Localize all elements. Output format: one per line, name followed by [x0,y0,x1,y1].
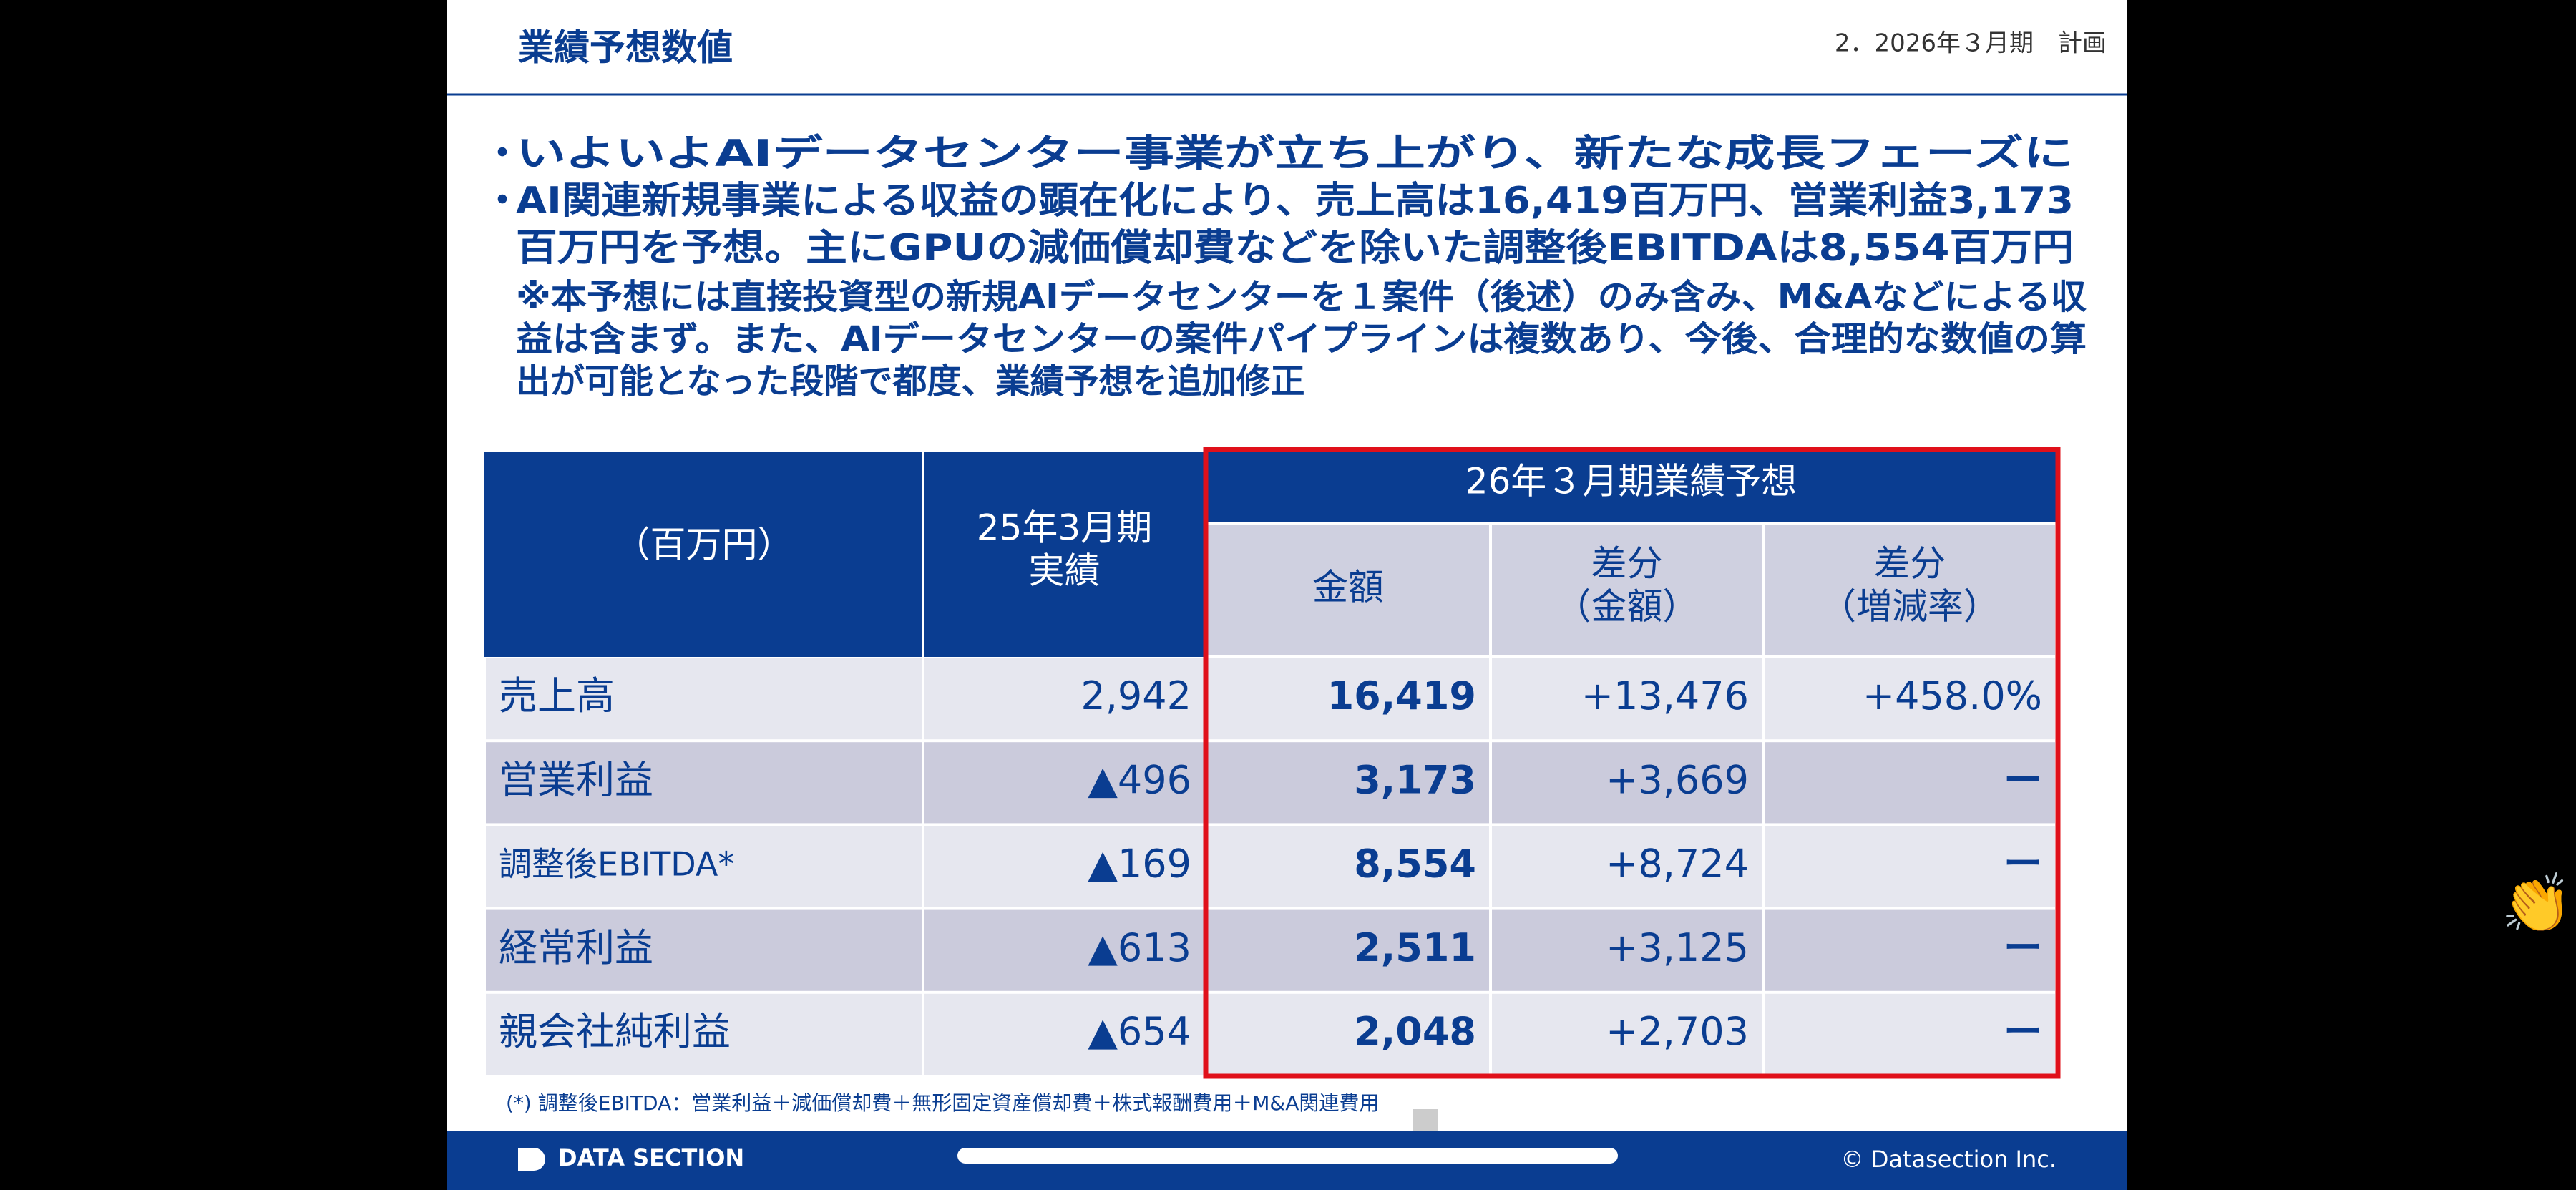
reaction: 😮 [2303,925,2362,991]
highlight-box [1203,447,2061,1079]
table-cell-text: 調整後EBITDA* [499,845,734,884]
table-cell [486,993,922,1075]
table-cell-text: 3,173 [1354,757,1476,802]
table-header: （百万円） [615,524,794,565]
table-cell-text: ▲496 [1088,757,1191,802]
table-cell-text: +3,125 [1606,925,1749,970]
table-header: 実績 [1029,550,1101,592]
bullet-dot: ・ [484,180,521,223]
table-cell [1765,658,2055,740]
table-cell [1492,909,1762,991]
cursor-box [1413,1109,1438,1131]
subheader-cell [1765,525,2055,655]
subheader-text: （増減率） [1820,586,1999,628]
table-cell-text: ー [2004,842,2042,887]
table-cell-text: 2,048 [1354,1009,1476,1054]
table-cell [924,826,1204,907]
table-cell [486,826,922,907]
slide-title: 業績予想数値 [518,27,733,69]
table-cell-text: ▲613 [1088,925,1191,970]
table-cell [486,658,922,740]
table-cell-text: ▲654 [1088,1009,1191,1054]
table-cell-text: +8,724 [1606,842,1749,887]
table-cell-text: ▲169 [1088,842,1191,887]
table-cell [1765,826,2055,907]
footer-copyright: © Datasection Inc. [1841,1146,2057,1173]
table-cell-text: ー [2004,1009,2042,1054]
scrollbar [957,1148,1618,1164]
table-header: 26年３月期業績予想 [1465,461,1797,502]
table-cell [924,658,1204,740]
bullet-text: 百万円を予想。主にGPUの減価償却費などを除いた調整後EBITDAは8,554百… [516,227,2074,270]
table-header: 25年3月期 [977,507,1152,549]
note-text: 出が可能となった段階で都度、業績予想を追加修正 [516,361,1305,401]
subheader-cell [1492,525,1762,655]
table-cell [1207,909,1489,991]
table-cell [1492,993,1762,1075]
subheader-text: 差分 [1591,543,1663,585]
table-cell-text: +2,703 [1606,1009,1749,1054]
table-cell [486,742,922,824]
header-cell [1206,452,2057,522]
table-cell [924,909,1204,991]
table-cell [1207,742,1489,824]
bullet-text: AI関連新規事業による収益の顕在化により、売上高は16,419百万円、営業利益3… [516,180,2074,223]
note-text: 益は含まず。また、AIデータセンターの案件パイプラインは複数あり、今後、合理的な… [516,319,2087,359]
table-cell-text: 8,554 [1354,842,1476,887]
table-cell [1765,909,2055,991]
table-cell [924,993,1204,1075]
table-cell [924,742,1204,824]
reaction: 👏 [2501,870,2572,937]
table-cell-text: ー [2004,925,2042,970]
table-cell-text: 16,419 [1327,673,1476,718]
section-label: 2．2026年３月期 計画 [1835,29,2107,58]
table-cell [1492,658,1762,740]
table-cell [1492,826,1762,907]
table-cell [1492,742,1762,824]
note-text: ※本予想には直接投資型の新規AIデータセンターを１案件（後述）のみ含み、M&Aな… [516,277,2087,317]
logo-icon [518,1148,545,1171]
table-cell [1765,993,2055,1075]
table-cell [1207,658,1489,740]
header-cell [484,452,1206,657]
table-cell-text: 親会社純利益 [499,1009,731,1054]
bullet-text: いよいよAIデータセンター事業が立ち上がり、新たな成長フェーズに [516,132,2074,175]
table-cell [1765,742,2055,824]
table-cell [486,909,922,991]
table-cell-text: 2,942 [1080,673,1191,718]
subheader-text: 金額 [1312,567,1384,608]
table-cell-text: +13,476 [1581,673,1749,718]
table-cell-text: 2,511 [1354,925,1476,970]
table-cell-text: ー [2004,757,2042,802]
subheader-cell [1207,525,1489,655]
table-cell-text: 営業利益 [499,757,653,802]
table-cell [1207,826,1489,907]
table-cell-text: +458.0% [1863,673,2042,718]
table-cell [1207,993,1489,1075]
table-cell-text: 売上高 [499,673,615,718]
footer-logo: DATA SECTION [558,1144,744,1171]
table-cell-text: +3,669 [1606,757,1749,802]
bullet-dot: ・ [484,132,521,175]
subheader-text: （金額） [1556,586,1699,628]
table-cell-text: 経常利益 [499,925,653,970]
footnote: (*) 調整後EBITDA：営業利益＋減価償却費＋無形固定資産償却費＋株式報酬費… [506,1091,1379,1115]
subheader-text: 差分 [1874,543,1946,585]
